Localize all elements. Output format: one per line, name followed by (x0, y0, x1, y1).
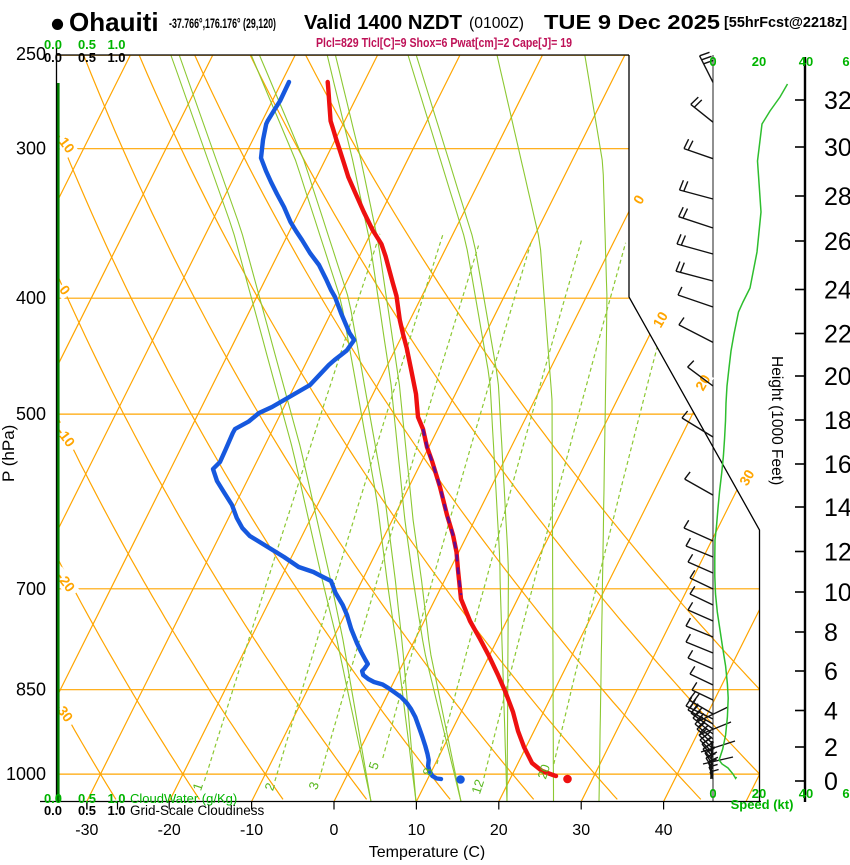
svg-text:20: 20 (824, 363, 850, 391)
svg-text:0.5: 0.5 (78, 803, 96, 818)
svg-text:20: 20 (752, 786, 766, 801)
svg-text:0: 0 (709, 786, 716, 801)
svg-text:0: 0 (709, 54, 716, 69)
svg-text:6: 6 (842, 786, 849, 801)
svg-text:4: 4 (824, 698, 838, 726)
svg-text:0.5: 0.5 (78, 791, 96, 806)
svg-text:1000: 1000 (6, 764, 46, 784)
svg-text:-37.766°,176.176° (29,120): -37.766°,176.176° (29,120) (169, 16, 276, 31)
svg-text:1.0: 1.0 (107, 791, 125, 806)
svg-text:2: 2 (261, 781, 278, 793)
svg-text:400: 400 (16, 288, 46, 308)
svg-text:250: 250 (16, 44, 46, 64)
svg-text:Temperature (C): Temperature (C) (369, 844, 485, 860)
svg-text:5: 5 (365, 760, 382, 772)
svg-text:10: 10 (408, 822, 426, 839)
svg-text:20: 20 (534, 762, 553, 780)
svg-text:12: 12 (468, 777, 487, 795)
svg-text:22: 22 (824, 321, 850, 349)
svg-text:40: 40 (655, 822, 673, 839)
svg-text:20: 20 (752, 54, 766, 69)
svg-text:(0100Z): (0100Z) (469, 15, 524, 32)
svg-text:P (hPa): P (hPa) (0, 425, 18, 482)
svg-text:0: 0 (824, 768, 838, 796)
svg-text:30: 30 (824, 134, 850, 162)
svg-text:1.0: 1.0 (107, 37, 125, 52)
svg-text:-20: -20 (158, 822, 181, 839)
svg-text:30: 30 (736, 467, 758, 489)
svg-text:0: 0 (330, 822, 339, 839)
svg-text:300: 300 (16, 139, 46, 159)
svg-text:6: 6 (824, 658, 838, 686)
svg-text:2: 2 (824, 734, 838, 762)
svg-text:700: 700 (16, 579, 46, 599)
svg-text:12: 12 (824, 539, 850, 567)
svg-text:30: 30 (572, 822, 590, 839)
svg-text:28: 28 (824, 183, 850, 211)
svg-text:40: 40 (799, 786, 813, 801)
svg-text:Speed (kt): Speed (kt) (731, 797, 794, 812)
svg-text:[55hrFcst@2218z]: [55hrFcst@2218z] (724, 14, 847, 31)
svg-text:Ohauiti: Ohauiti (69, 7, 159, 37)
svg-text:10: 10 (649, 309, 671, 331)
svg-text:16: 16 (824, 451, 850, 479)
svg-text:8: 8 (824, 619, 838, 647)
svg-text:Valid 1400 NZDT: Valid 1400 NZDT (304, 12, 462, 34)
svg-text:14: 14 (824, 494, 850, 522)
svg-text:40: 40 (799, 54, 813, 69)
svg-text:0.5: 0.5 (78, 37, 96, 52)
svg-text:24: 24 (824, 277, 850, 305)
svg-text:1: 1 (189, 781, 206, 793)
svg-text:18: 18 (824, 407, 850, 435)
svg-text:-10: -10 (240, 822, 263, 839)
svg-text:20: 20 (692, 372, 714, 394)
svg-text:TUE 9 Dec 2025: TUE 9 Dec 2025 (544, 12, 720, 34)
svg-text:850: 850 (16, 680, 46, 700)
svg-text:32: 32 (824, 87, 850, 115)
svg-text:3: 3 (305, 780, 322, 792)
svg-text:-30: -30 (75, 822, 98, 839)
svg-text:500: 500 (16, 404, 46, 424)
svg-text:10: 10 (824, 579, 850, 607)
svg-text:0.0: 0.0 (44, 37, 62, 52)
svg-text:8: 8 (419, 766, 436, 778)
svg-text:26: 26 (824, 228, 850, 256)
svg-text:20: 20 (490, 822, 508, 839)
svg-text:Height (1000 Feet): Height (1000 Feet) (768, 356, 785, 485)
svg-text:0.0: 0.0 (44, 791, 62, 806)
svg-text:0.0: 0.0 (44, 803, 62, 818)
svg-text:6: 6 (842, 54, 849, 69)
svg-text:0.5: 0.5 (78, 50, 96, 65)
svg-text:0.0: 0.0 (44, 50, 62, 65)
svg-text:CloudWater (g/Kg): CloudWater (g/Kg) (130, 791, 237, 806)
svg-text:Grid-Scale Cloudiness: Grid-Scale Cloudiness (130, 803, 265, 818)
svg-text:1.0: 1.0 (107, 803, 125, 818)
svg-text:1.0: 1.0 (107, 50, 125, 65)
svg-text:Plcl=829 Tlcl[C]=9 Shox=6 Pwat: Plcl=829 Tlcl[C]=9 Shox=6 Pwat[cm]=2 Cap… (316, 35, 572, 50)
